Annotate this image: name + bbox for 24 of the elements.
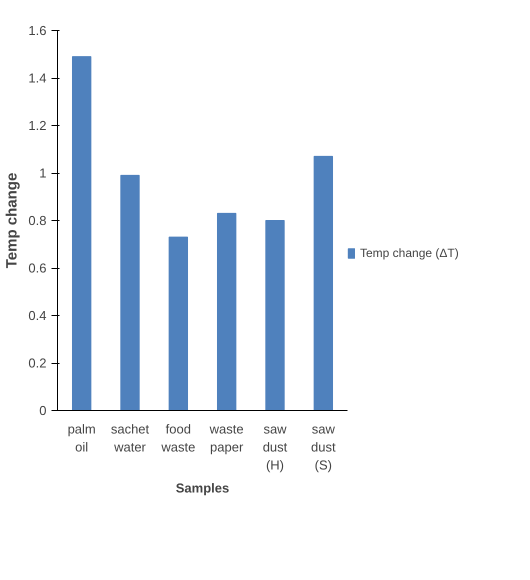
bar — [265, 220, 285, 410]
bar — [168, 236, 188, 410]
x-tick-label: waste paper — [208, 422, 244, 454]
x-tick-label: palm oil — [68, 422, 96, 454]
bar — [314, 156, 334, 410]
y-tick-label: 0 — [39, 403, 47, 418]
y-tick-label: 0.8 — [28, 213, 47, 228]
y-tick-label: 0.4 — [28, 308, 47, 323]
y-tick-label: 0.2 — [28, 356, 47, 370]
y-tick-label: 1.2 — [28, 118, 47, 133]
x-tick-label: saw dust (H) — [262, 422, 288, 472]
y-tick-label: 1.4 — [28, 70, 47, 86]
y-axis-title: Temp change — [3, 172, 20, 268]
x-tick-label: food waste — [160, 422, 196, 454]
y-tick-label: 1 — [39, 166, 47, 180]
bar — [72, 56, 92, 410]
bar — [120, 174, 140, 410]
x-tick-label: saw dust (S) — [311, 422, 336, 472]
y-tick-label: 1.6 — [28, 23, 47, 38]
x-tick-label: sachet water — [110, 422, 150, 454]
y-tick-label: 0.6 — [28, 260, 47, 276]
bar — [216, 212, 236, 410]
x-axis-title: Samples — [176, 480, 230, 496]
legend-label: Temp change (ΔT) — [360, 246, 459, 260]
